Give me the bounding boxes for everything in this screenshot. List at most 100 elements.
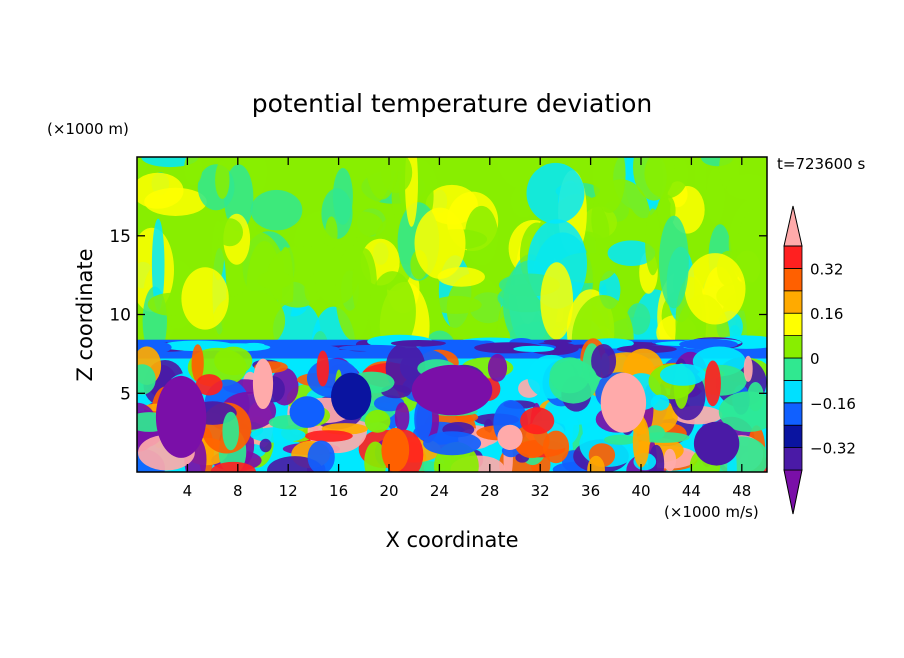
plume-feature — [155, 375, 207, 458]
lower-blotch — [214, 346, 253, 376]
plume-feature — [331, 372, 372, 420]
x-unit-label: (×1000 m/s) — [664, 503, 759, 521]
lower-blotch — [137, 364, 156, 395]
y-tick-label: 5 — [120, 384, 131, 404]
colorbar-under-arrow — [783, 469, 803, 515]
upper-blotch — [151, 218, 165, 311]
lower-blotch — [316, 350, 329, 387]
upper-blotch — [526, 162, 585, 224]
upper-blotch — [368, 271, 416, 353]
upper-blotch — [304, 276, 317, 302]
upper-blotch — [257, 271, 292, 289]
lower-blotch — [743, 355, 753, 382]
plume-feature — [252, 358, 274, 409]
lower-blotch — [549, 357, 590, 394]
colorbar-segment — [783, 357, 803, 381]
upper-blotch — [250, 189, 303, 231]
lower-blotch — [195, 374, 223, 396]
lower-blotch — [191, 344, 204, 382]
x-tick-label: 20 — [379, 482, 398, 500]
lower-blotch — [210, 461, 256, 472]
y-tick-label: 10 — [109, 306, 131, 326]
plume-feature — [381, 427, 410, 472]
x-tick-label: 48 — [732, 482, 751, 500]
y-tick-label: 15 — [109, 227, 131, 247]
upper-blotch — [684, 253, 746, 325]
lower-blotch — [542, 430, 570, 464]
lower-blotch — [423, 431, 482, 456]
heatmap-field — [137, 157, 767, 472]
colorbar-segment — [783, 447, 803, 471]
x-tick-label: 32 — [531, 482, 550, 500]
colorbar-segment — [783, 267, 803, 292]
inversion-blotch — [274, 344, 340, 353]
chart-title: potential temperature deviation — [252, 89, 652, 118]
colorbar-tick-label: −0.32 — [810, 440, 856, 458]
y-axis: 5 10 15 — [109, 227, 767, 404]
upper-blotch — [645, 208, 661, 276]
upper-blotch — [633, 157, 675, 201]
lower-blotch — [603, 434, 637, 445]
lower-blotch — [632, 416, 650, 468]
y-axis-label: Z coordinate — [73, 248, 97, 381]
upper-blotch — [446, 273, 501, 345]
lower-blotch — [394, 402, 410, 433]
lower-blotch — [307, 440, 335, 472]
lower-blotch — [487, 353, 508, 382]
upper-blotch — [464, 205, 499, 266]
colorbar-tick-label: 0.32 — [810, 260, 843, 278]
plume-feature — [600, 372, 647, 433]
upper-blotch — [365, 157, 400, 200]
upper-blotch — [736, 208, 767, 292]
upper-blotch — [181, 267, 229, 330]
colorbar-segment — [783, 245, 803, 269]
lower-blotch — [704, 360, 721, 407]
upper-blotch — [325, 216, 338, 250]
colorbar-segment — [783, 379, 803, 404]
lower-blotch — [718, 391, 767, 432]
x-axis: 4 8 12 16 20 24 28 32 36 40 44 48 — [183, 157, 751, 500]
x-tick-label: 16 — [329, 482, 348, 500]
x-tick-label: 36 — [581, 482, 600, 500]
lower-blotch — [222, 411, 239, 451]
upper-blotch — [221, 290, 286, 351]
upper-blotch — [141, 157, 199, 168]
upper-blotch — [137, 172, 184, 209]
upper-blotch — [706, 168, 725, 224]
x-tick-label: 8 — [233, 482, 243, 500]
lower-blotch — [304, 430, 353, 442]
upper-blotch — [215, 160, 230, 199]
colorbar-segment — [783, 290, 803, 314]
inversion-blotch — [513, 345, 555, 352]
lower-blotch — [364, 441, 387, 472]
colorbar-tick-label: 0 — [810, 350, 820, 368]
lower-blotch — [259, 438, 272, 453]
x-tick-label: 44 — [682, 482, 701, 500]
colorbar-segment — [783, 402, 803, 426]
upper-blotch — [659, 215, 689, 309]
upper-blotch — [184, 157, 203, 186]
time-label: t=723600 s — [777, 155, 865, 173]
colorbar-segment — [783, 312, 803, 337]
colorbar-segment — [783, 424, 803, 449]
upper-blotch — [592, 157, 626, 213]
lower-blotch — [663, 448, 677, 472]
upper-blotch — [607, 240, 656, 266]
inversion-blotch — [338, 344, 406, 352]
upper-blotch — [540, 262, 574, 340]
lower-blotch — [591, 344, 617, 378]
y-unit-label: (×1000 m) — [47, 120, 129, 138]
lower-blotch — [650, 394, 670, 411]
colorbar: 0.32 0.16 0 −0.16 −0.32 — [783, 205, 856, 515]
lower-blotch — [659, 363, 706, 386]
colorbar-tick-label: −0.16 — [810, 395, 856, 413]
lower-blotch — [587, 455, 605, 472]
lower-blotch — [364, 409, 391, 433]
plume-feature — [497, 424, 523, 450]
lower-blotch — [645, 425, 665, 441]
plume-feature — [289, 396, 325, 428]
x-tick-label: 24 — [430, 482, 449, 500]
upper-blotch — [216, 218, 243, 247]
